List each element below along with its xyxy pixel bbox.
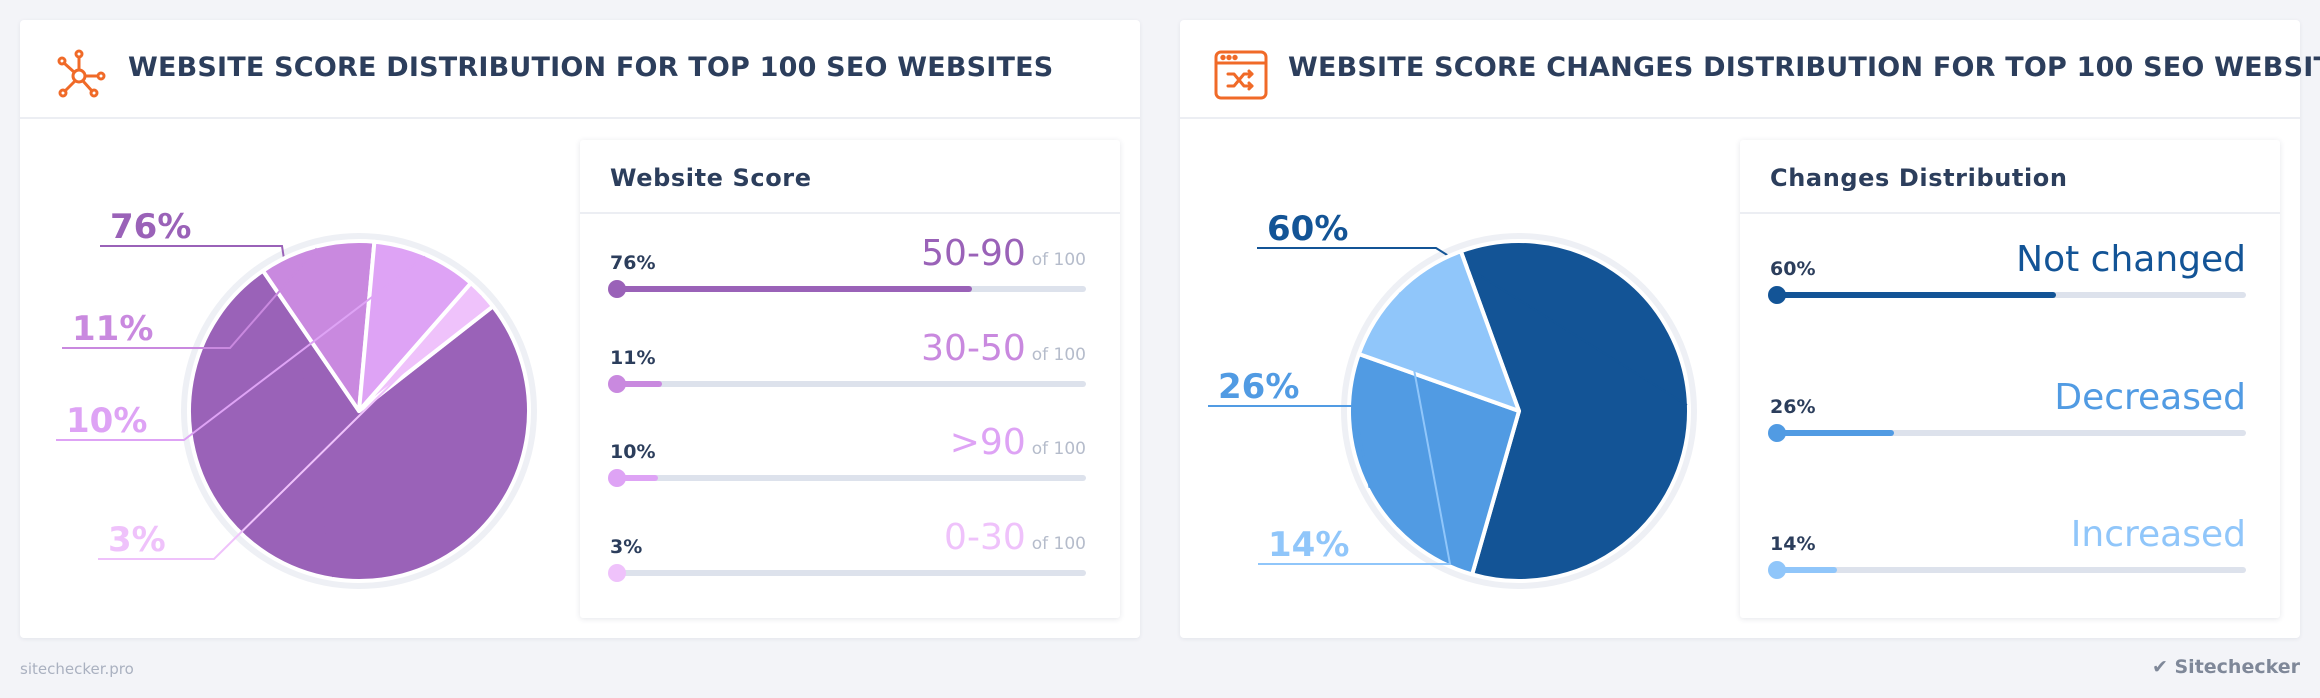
card-title: WEBSITE SCORE CHANGES DISTRIBUTION FOR T… — [1288, 52, 2320, 83]
legend-category: >90 of 100 — [950, 422, 1086, 463]
checkmark-icon: ✔ — [2151, 656, 2168, 678]
legend-progress-dot — [608, 564, 626, 582]
legend-title: Changes Distribution — [1770, 164, 2068, 192]
legend-progress-track — [608, 280, 1086, 298]
legend-row: 76% 50-90 of 100 — [608, 233, 1086, 298]
legend-percent: 60% — [1770, 258, 1816, 280]
legend-category: 0-30 of 100 — [944, 517, 1086, 558]
legend-category-label: 50-90 — [921, 233, 1026, 274]
legend-row: 60% Not changed — [1768, 239, 2246, 304]
legend-category-suffix: of 100 — [1031, 345, 1086, 365]
pie-slice-label: 60% — [1267, 209, 1348, 249]
legend-category: 30-50 of 100 — [921, 328, 1086, 369]
legend-category-suffix: of 100 — [1031, 439, 1086, 459]
legend-percent: 3% — [610, 536, 643, 558]
legend-progress-dot — [1768, 424, 1786, 442]
legend-title: Website Score — [610, 164, 812, 192]
legend-divider — [1740, 212, 2280, 214]
legend-category: Decreased — [2054, 377, 2246, 418]
legend-category-label: 30-50 — [921, 328, 1026, 369]
legend-row: 3% 0-30 of 100 — [608, 517, 1086, 582]
pie-chart-area: 76% 11% 10% 3% — [20, 119, 580, 638]
legend-row: 14% Increased — [1768, 514, 2246, 579]
pie-slice — [1356, 249, 1521, 413]
legend-progress-fill — [610, 286, 972, 292]
pie-leader-line — [1258, 292, 1452, 565]
pie-slice — [357, 239, 473, 413]
pie-slice — [260, 239, 377, 413]
pie-slice — [1458, 239, 1692, 583]
legend-row: 26% Decreased — [1768, 377, 2246, 442]
pie-leader-line — [1257, 247, 1688, 406]
legend-percent: 26% — [1770, 396, 1816, 418]
legend-progress-track — [1768, 424, 2246, 442]
pie-chart-area: 60% 26% 14% — [1180, 119, 1740, 638]
legend-percent: 11% — [610, 347, 656, 369]
legend-progress-track — [1768, 286, 2246, 304]
legend-category-label: 0-30 — [944, 517, 1026, 558]
legend-row: 10% >90 of 100 — [608, 422, 1086, 487]
legend-category-label: Increased — [2070, 514, 2246, 555]
legend-category-label: >90 — [949, 422, 1026, 463]
card-header: WEBSITE SCORE DISTRIBUTION FOR TOP 100 S… — [20, 20, 1140, 119]
legend-progress-track — [608, 564, 1086, 582]
legend-progress-fill — [610, 381, 663, 387]
pie-leader-line — [62, 247, 318, 349]
legend-progress-dot — [608, 375, 626, 393]
pie-slice — [1347, 351, 1521, 577]
pie-leader-line — [56, 255, 426, 441]
legend-category-suffix: of 100 — [1031, 250, 1086, 270]
legend-category-label: Not changed — [2016, 239, 2246, 280]
legend-category: Increased — [2071, 514, 2246, 555]
pie-leader-line — [100, 245, 335, 578]
legend-percent: 76% — [610, 252, 656, 274]
footer-site-url: sitechecker.pro — [20, 660, 134, 678]
card-title: WEBSITE SCORE DISTRIBUTION FOR TOP 100 S… — [128, 52, 1054, 83]
legend-progress-fill — [1770, 567, 1837, 573]
footer-brand: ✔ Sitechecker — [2152, 656, 2300, 678]
pie-leader-line — [98, 294, 482, 560]
legend-percent: 10% — [610, 441, 656, 463]
card-header: WEBSITE SCORE CHANGES DISTRIBUTION FOR T… — [1180, 20, 2320, 119]
legend-progress-track — [608, 375, 1086, 393]
pie-slice-label: 26% — [1218, 367, 1299, 407]
legend-progress-track — [1768, 561, 2246, 579]
legend-progress-dot — [608, 280, 626, 298]
pie-slice-label: 11% — [72, 309, 153, 349]
pie-slice — [357, 281, 495, 413]
network-icon — [57, 49, 106, 98]
pie-leader-line — [1208, 405, 1371, 488]
legend-progress-fill — [1770, 292, 2056, 298]
score-distribution-card: WEBSITE SCORE DISTRIBUTION FOR TOP 100 S… — [20, 20, 1140, 638]
legend-progress-dot — [608, 469, 626, 487]
legend-divider — [580, 212, 1120, 214]
pie-chart: 76% 11% 10% 3% — [56, 207, 537, 589]
changes-distribution-card: WEBSITE SCORE CHANGES DISTRIBUTION FOR T… — [1180, 20, 2320, 638]
legend-row: 11% 30-50 of 100 — [608, 328, 1086, 393]
pie-slice-label: 14% — [1268, 525, 1349, 565]
legend-panel: Changes Distribution 60% Not changed 26% De… — [1740, 140, 2280, 618]
legend-progress-dot — [1768, 286, 1786, 304]
pie-slice-label: 3% — [108, 520, 166, 560]
pie-chart: 60% 26% 14% — [1208, 209, 1697, 589]
legend-progress-fill — [610, 475, 658, 481]
legend-category: 50-90 of 100 — [921, 233, 1086, 274]
legend-progress-track — [608, 469, 1086, 487]
shuffle-window-icon — [1214, 50, 1268, 100]
footer-brand-label: Sitechecker — [2174, 656, 2301, 678]
legend-progress-dot — [1768, 561, 1786, 579]
legend-panel: Website Score 76% 50-90 of 100 11% 30-50 of 1… — [580, 140, 1120, 618]
legend-percent: 14% — [1770, 533, 1816, 555]
legend-progress-fill — [1770, 430, 1894, 436]
legend-category: Not changed — [2016, 239, 2246, 280]
pie-slice-label: 76% — [110, 207, 191, 247]
pie-slice — [187, 268, 531, 583]
legend-category-label: Decreased — [2054, 377, 2246, 418]
pie-slice-label: 10% — [66, 401, 147, 441]
legend-category-suffix: of 100 — [1031, 534, 1086, 554]
